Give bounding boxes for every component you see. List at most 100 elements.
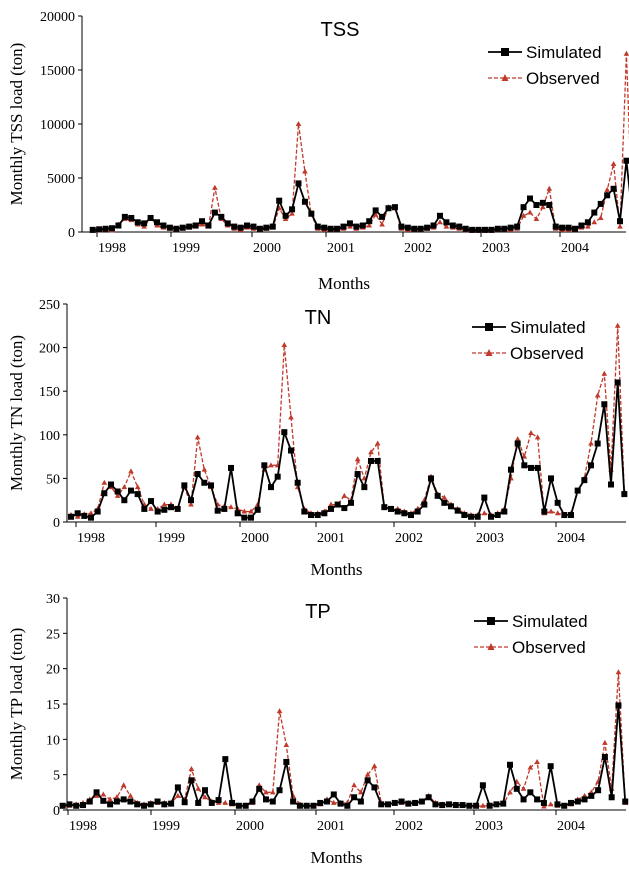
data-point-observed	[480, 802, 486, 808]
data-point-observed	[617, 223, 623, 229]
data-point-simulated	[194, 471, 201, 478]
data-point-observed	[127, 792, 134, 798]
data-point-simulated	[141, 802, 147, 809]
data-point-observed	[610, 160, 617, 166]
data-point-simulated	[160, 222, 167, 229]
data-point-simulated	[493, 801, 500, 808]
data-point-simulated	[154, 219, 161, 226]
data-point-simulated	[134, 491, 141, 498]
data-point-observed	[228, 504, 234, 510]
data-point-observed	[289, 210, 295, 216]
x-tick-label: 2000	[236, 819, 264, 834]
data-point-simulated	[408, 512, 414, 519]
data-point-simulated	[173, 225, 180, 232]
data-point-simulated	[113, 798, 120, 805]
data-point-simulated	[474, 513, 481, 520]
data-point-simulated	[290, 798, 297, 805]
chart-panel-tp: 0 5 10 15 20 25 30 1998 1999 2000 2001 2002 2003 2004…	[7, 592, 629, 867]
data-point-simulated	[615, 702, 622, 709]
data-point-simulated	[411, 225, 418, 232]
data-point-simulated	[241, 514, 248, 521]
data-point-simulated	[215, 797, 222, 804]
x-tick-label: 2003	[482, 241, 510, 256]
data-point-simulated	[608, 481, 614, 488]
data-point-simulated	[324, 798, 330, 805]
data-point-simulated	[81, 512, 88, 519]
series-line-simulated	[92, 160, 629, 231]
data-point-simulated	[379, 213, 386, 220]
data-point-observed	[366, 222, 373, 228]
data-point-simulated	[548, 475, 554, 482]
data-point-simulated	[108, 481, 114, 488]
data-point-simulated	[244, 222, 251, 229]
data-point-observed	[263, 789, 269, 795]
data-point-observed	[295, 121, 302, 126]
data-point-simulated	[154, 798, 161, 805]
data-point-simulated	[107, 801, 114, 808]
y-tick-label: 20	[46, 663, 60, 678]
data-point-simulated	[121, 213, 128, 220]
data-point-observed	[341, 492, 348, 498]
data-point-simulated	[617, 218, 624, 225]
data-point-simulated	[372, 207, 379, 214]
data-point-observed	[101, 479, 108, 485]
y-tick-label: 0	[53, 516, 60, 531]
data-point-observed	[330, 799, 337, 805]
data-point-simulated	[452, 802, 459, 809]
data-point-observed	[120, 782, 127, 788]
x-axis-title: Months	[311, 848, 363, 867]
data-point-simulated	[468, 513, 474, 520]
data-point-simulated	[486, 802, 493, 809]
data-point-simulated	[346, 220, 353, 227]
data-point-observed	[547, 801, 554, 807]
legend-marker-simulated	[485, 323, 493, 331]
data-point-simulated	[242, 802, 249, 809]
data-point-observed	[201, 466, 208, 472]
data-point-simulated	[588, 462, 594, 469]
data-point-simulated	[205, 222, 212, 229]
data-point-simulated	[434, 492, 441, 499]
data-point-observed	[615, 669, 622, 675]
data-point-simulated	[559, 224, 566, 231]
data-point-simulated	[179, 224, 186, 231]
data-point-observed	[364, 771, 371, 777]
data-point-observed	[276, 708, 283, 714]
x-tick-label: 2004	[557, 531, 585, 546]
data-point-simulated	[348, 499, 354, 506]
data-point-simulated	[414, 508, 421, 515]
data-point-simulated	[202, 787, 208, 794]
data-point-observed	[546, 185, 553, 191]
data-point-simulated	[591, 209, 598, 216]
data-point-simulated	[181, 799, 188, 806]
data-point-simulated	[341, 505, 348, 512]
data-point-observed	[534, 758, 540, 764]
data-point-observed	[212, 184, 218, 190]
data-point-simulated	[494, 512, 501, 519]
data-point-observed	[374, 440, 381, 446]
data-point-simulated	[334, 225, 341, 232]
data-point-observed	[188, 501, 194, 507]
y-tick-label: 50	[46, 472, 60, 487]
legend-label: Observed	[512, 638, 586, 657]
y-axis-title: Monthly TN load (ton)	[7, 335, 26, 491]
data-point-simulated	[430, 222, 437, 229]
data-point-observed	[379, 221, 385, 227]
data-point-simulated	[572, 225, 578, 232]
y-tick-label: 15000	[40, 64, 75, 79]
data-point-simulated	[89, 226, 96, 233]
x-tick-label: 1999	[172, 241, 200, 256]
x-tick-label: 1999	[152, 819, 180, 834]
data-point-observed	[601, 370, 608, 376]
x-tick-label: 2003	[475, 819, 503, 834]
data-point-observed	[351, 782, 357, 788]
data-point-simulated	[541, 508, 548, 515]
data-point-simulated	[188, 777, 195, 784]
data-point-simulated	[561, 512, 568, 519]
data-point-observed	[528, 430, 534, 436]
data-point-simulated	[621, 491, 628, 498]
data-point-simulated	[308, 512, 314, 519]
data-point-simulated	[88, 514, 94, 521]
chart-title: TSS	[321, 19, 360, 41]
data-point-simulated	[321, 224, 328, 231]
